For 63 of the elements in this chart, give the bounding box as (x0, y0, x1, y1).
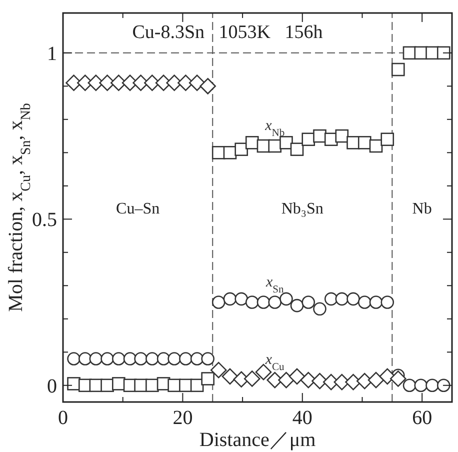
point (346, 292, 360, 306)
point (134, 352, 148, 366)
point (234, 142, 248, 156)
point (369, 296, 383, 309)
point (390, 370, 406, 387)
point (335, 292, 349, 306)
point (288, 368, 306, 385)
point (368, 372, 384, 388)
point (278, 372, 294, 388)
x-tick-label: 40 (292, 407, 312, 429)
point (426, 378, 439, 392)
point (280, 292, 293, 306)
point (436, 46, 450, 60)
series-label: x$_{Nb}$ (264, 118, 285, 138)
point (268, 296, 282, 309)
annotation: Nb₃Sn (281, 200, 324, 218)
point (245, 136, 259, 150)
point (100, 378, 114, 392)
point (324, 292, 338, 306)
x-axis-title: Distance／μm (199, 429, 316, 451)
point (380, 132, 394, 146)
series-label: x$_{Cu}$ (264, 352, 286, 373)
point (200, 78, 216, 94)
point (255, 364, 272, 380)
point (256, 296, 270, 309)
point (245, 296, 259, 309)
point (391, 62, 405, 76)
point (436, 378, 450, 392)
point (358, 136, 372, 150)
point (146, 378, 159, 392)
point (112, 377, 126, 390)
point (188, 74, 206, 91)
point (67, 352, 80, 366)
point (302, 296, 316, 309)
point (312, 372, 328, 390)
point (212, 296, 226, 309)
point (356, 372, 373, 390)
point (201, 372, 214, 386)
point (335, 129, 349, 143)
y-tick-label: 1 (47, 42, 57, 65)
series-label: x$_{Sn}$ (264, 274, 284, 295)
text: Cu-8.3Sn 1053K 156h (132, 22, 324, 43)
point (222, 368, 238, 385)
point (280, 136, 293, 150)
point (244, 370, 260, 387)
point (210, 362, 227, 378)
point (89, 352, 103, 366)
point (380, 296, 394, 309)
point (201, 352, 214, 366)
point (402, 378, 416, 392)
annotation: Nb (412, 200, 432, 218)
point (345, 374, 362, 390)
point (313, 302, 326, 316)
y-tick-label: 0.5 (32, 209, 57, 232)
point (290, 142, 304, 156)
point (168, 352, 181, 366)
y-tick-label: 0 (47, 375, 57, 398)
x-tick-label: 20 (172, 407, 193, 429)
point (190, 378, 204, 392)
x-tick-label: 60 (412, 407, 432, 429)
point (302, 132, 316, 146)
point (290, 298, 304, 312)
annotation: Cu–Sn (116, 200, 160, 218)
